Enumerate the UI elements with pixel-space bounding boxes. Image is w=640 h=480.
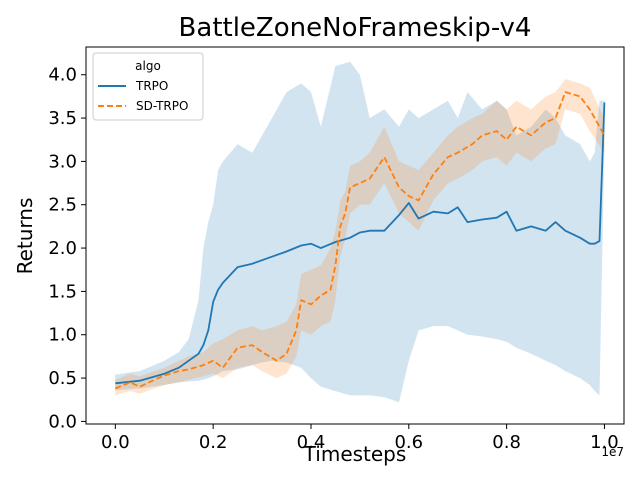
x-tick-label: 0.8 — [492, 432, 521, 453]
plot-frame — [85, 46, 625, 425]
legend-box — [92, 52, 204, 121]
series-lines — [114, 91, 606, 390]
chart-title: BattleZoneNoFrameskip-v4 — [179, 13, 532, 43]
y-tick-label: 3.0 — [48, 151, 77, 172]
x-tick-label: 0.4 — [297, 432, 326, 453]
y-tick-label: 3.5 — [48, 108, 77, 129]
legend-title: algo — [135, 59, 161, 73]
x-tick-label: 0.0 — [101, 432, 130, 453]
y-tick-label: 4.0 — [48, 65, 77, 86]
x-axis-scale-label: 1e7 — [601, 445, 624, 459]
y-tick-label: 1.5 — [48, 281, 77, 302]
x-tick-label: 0.2 — [199, 432, 228, 453]
y-tick-label: 1.0 — [48, 325, 77, 346]
legend-label-sd-trpo: SD-TRPO — [136, 99, 188, 113]
line-trpo — [115, 102, 606, 385]
y-axis-label: Returns — [13, 198, 37, 275]
x-axis-ticks: 0.0 0.2 0.4 0.6 0.8 1.0 — [101, 424, 619, 453]
x-tick-label: 0.6 — [394, 432, 423, 453]
legend-label-trpo: TRPO — [135, 79, 168, 93]
x-tick-label: 1.0 — [590, 432, 619, 453]
y-tick-label: 0.5 — [48, 368, 77, 389]
y-tick-label: 2.5 — [48, 195, 77, 216]
legend: algo TRPO SD-TRPO — [92, 52, 204, 121]
line-sd-trpo — [114, 91, 606, 390]
y-axis-ticks: 0.0 0.5 1.0 1.5 2.0 2.5 3.0 3.5 4.0 — [48, 65, 86, 432]
y-tick-label: 0.0 — [48, 411, 77, 432]
x-axis-label: Timesteps — [303, 442, 407, 466]
band-sd-trpo — [115, 79, 605, 396]
y-tick-label: 2.0 — [48, 238, 77, 259]
